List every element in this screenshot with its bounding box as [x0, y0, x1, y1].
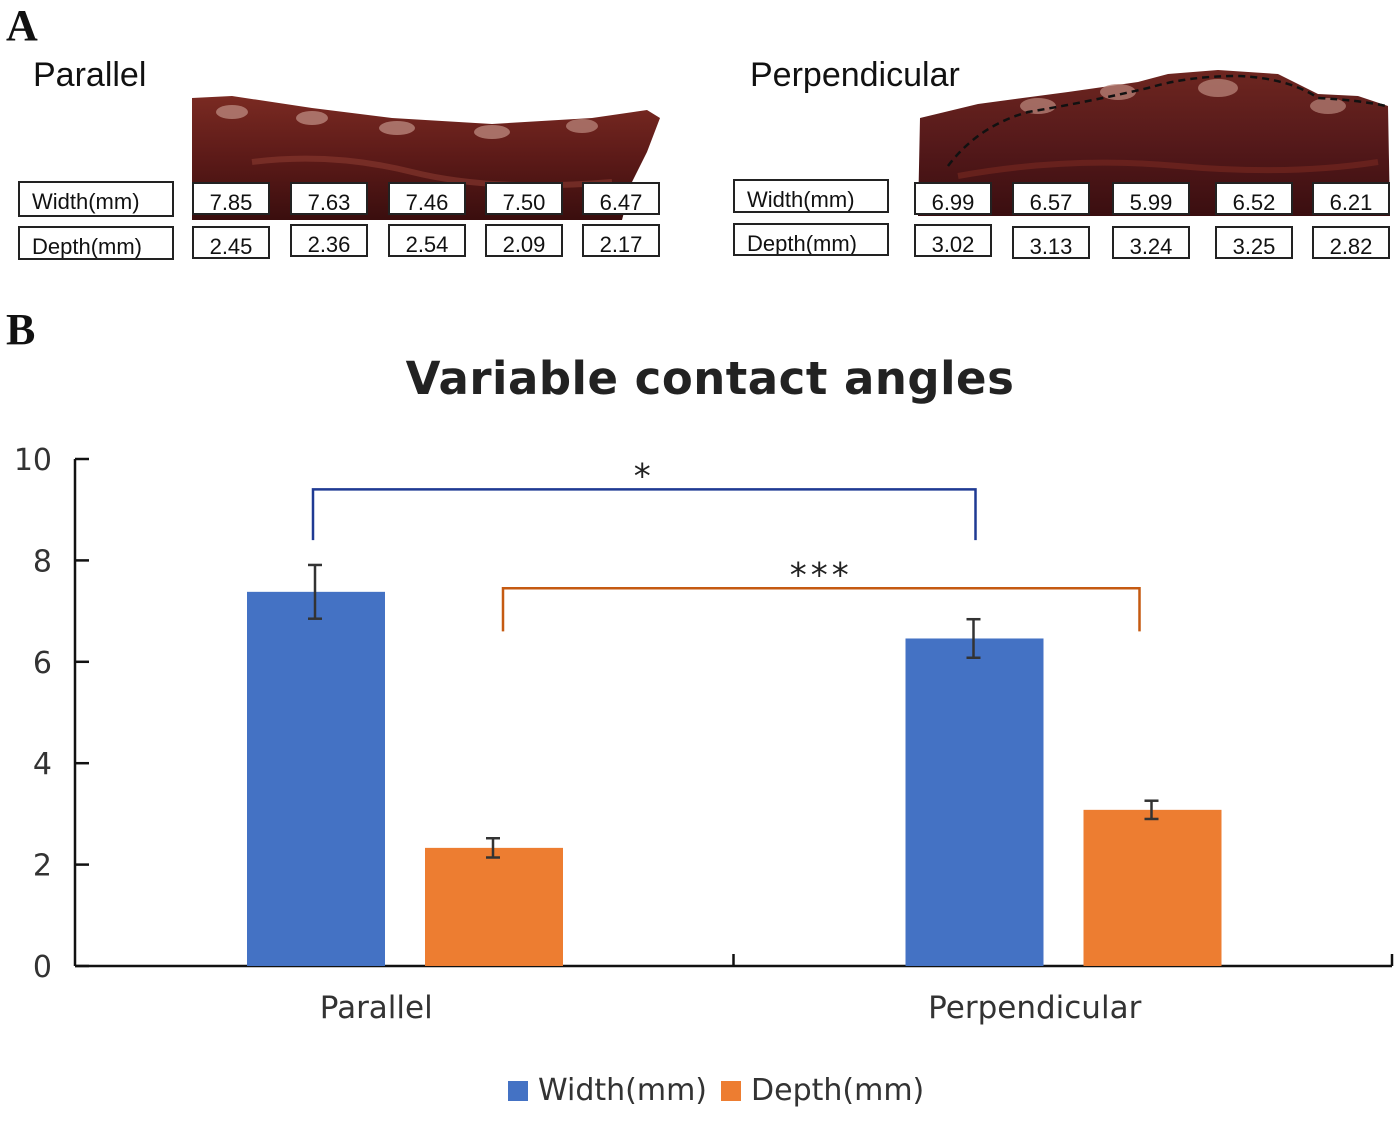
- parallel-depth-cell: 2.17: [582, 224, 660, 257]
- legend-item-width: Width(mm): [508, 1073, 707, 1108]
- parallel-width-cell: 6.47: [582, 182, 660, 215]
- perpendicular-width-cell: 6.21: [1312, 182, 1390, 215]
- perpendicular-depth-cell: 3.13: [1012, 226, 1090, 259]
- panel-b-letter: B: [6, 305, 36, 354]
- panel-a-letter: A: [6, 1, 38, 50]
- perpendicular-width-cell: 6.52: [1215, 182, 1293, 215]
- parallel-depth-cell: 2.09: [485, 224, 563, 257]
- significance-label: ***: [790, 555, 853, 595]
- legend-label-width: Width(mm): [538, 1073, 708, 1108]
- bar-Width(mm): [905, 638, 1044, 966]
- y-tick-label: 2: [33, 849, 52, 884]
- y-tick-label: 6: [33, 646, 52, 681]
- bar-Width(mm): [247, 591, 385, 966]
- bar-Depth(mm): [1083, 809, 1222, 966]
- perpendicular-width-cell: 6.57: [1012, 182, 1090, 215]
- y-tick-label: 0: [33, 950, 52, 985]
- legend-swatch-depth: [721, 1080, 742, 1101]
- perpendicular-width-cell: 5.99: [1112, 182, 1190, 215]
- chart-legend: Width(mm) Depth(mm): [508, 1073, 938, 1108]
- parallel-width-cell: 7.50: [485, 182, 563, 215]
- perpendicular-depth-row-label: Depth(mm): [733, 223, 889, 256]
- perpendicular-width-row-label: Width(mm): [733, 179, 889, 213]
- x-category-label: Perpendicular: [928, 990, 1141, 1026]
- significance-label: *: [634, 456, 655, 496]
- y-tick-label: 8: [33, 544, 52, 579]
- y-tick-label: 10: [14, 443, 52, 478]
- parallel-width-row-label: Width(mm): [18, 181, 174, 217]
- perpendicular-depth-cell: 3.25: [1215, 226, 1293, 259]
- legend-swatch-width: [508, 1080, 528, 1101]
- chart-title: Variable contact angles: [405, 352, 1015, 405]
- perpendicular-group-title: Perpendicular: [750, 56, 960, 94]
- parallel-depth-cell: 2.54: [388, 224, 466, 257]
- perpendicular-depth-cell: 3.02: [914, 224, 992, 257]
- significance-bracket: [311, 488, 977, 541]
- perpendicular-depth-cell: 2.82: [1312, 226, 1390, 259]
- perpendicular-tissue-photo: [918, 70, 1390, 216]
- legend-item-depth: Depth(mm): [721, 1073, 924, 1108]
- parallel-depth-cell: 2.45: [192, 226, 270, 259]
- parallel-width-cell: 7.46: [388, 182, 466, 215]
- legend-label-depth: Depth(mm): [751, 1073, 925, 1108]
- perpendicular-width-cell: 6.99: [914, 182, 992, 215]
- parallel-depth-row-label: Depth(mm): [18, 226, 174, 260]
- parallel-width-cell: 7.85: [192, 182, 270, 215]
- parallel-width-cell: 7.63: [290, 182, 368, 215]
- perpendicular-depth-cell: 3.24: [1112, 226, 1190, 259]
- parallel-group-title: Parallel: [33, 56, 147, 94]
- bar-Depth(mm): [425, 847, 563, 966]
- significance-bracket: [501, 587, 1141, 632]
- y-tick-label: 4: [33, 747, 52, 782]
- parallel-depth-cell: 2.36: [290, 224, 368, 257]
- x-category-label: Parallel: [320, 990, 433, 1026]
